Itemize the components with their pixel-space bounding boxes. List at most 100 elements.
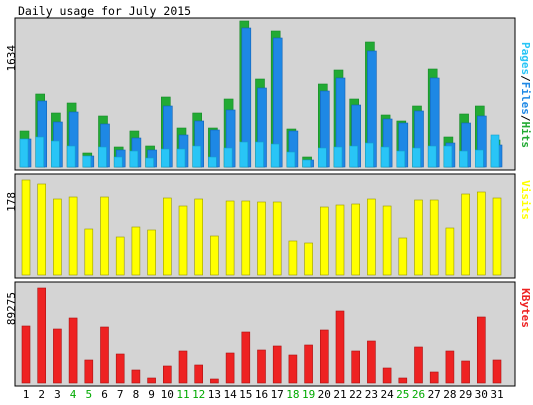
visits-bar-9 [147, 229, 156, 276]
kbytes-bar-2 [37, 287, 47, 384]
day-label-31: 31 [490, 388, 503, 401]
visits-bar-22 [351, 203, 361, 276]
visits-bars [21, 179, 502, 276]
kbytes-bar-24 [382, 367, 392, 384]
visits-bar-15 [241, 200, 251, 276]
pages-bar-2 [35, 136, 45, 168]
visits-axis-label: Visits [519, 180, 532, 220]
visits-bar-12 [194, 198, 203, 276]
visits-bar-13 [210, 235, 219, 276]
kbytes-bar-30 [476, 316, 486, 384]
kbytes-bar-19 [304, 344, 313, 384]
pages-bar-26 [412, 147, 421, 168]
day-label-28: 28 [443, 388, 456, 401]
day-label-20: 20 [318, 388, 331, 401]
visits-bar-8 [131, 226, 141, 276]
day-label-14: 14 [223, 388, 237, 401]
visits-bar-20 [319, 206, 329, 276]
visits-bar-26 [414, 199, 423, 276]
pages-bar-19 [302, 159, 311, 168]
visits-bar-25 [398, 237, 408, 276]
day-label-12: 12 [192, 388, 205, 401]
kbytes-bar-7 [115, 353, 125, 384]
pages-bar-25 [396, 150, 406, 168]
kbytes-bar-28 [445, 350, 455, 384]
kbytes-bar-26 [414, 346, 423, 384]
kbytes-bar-25 [398, 377, 408, 384]
pages-bar-31 [490, 134, 500, 168]
visits-bar-18 [288, 240, 298, 276]
day-label-23: 23 [365, 388, 378, 401]
pages-bar-21 [333, 146, 343, 168]
kbytes-bar-6 [100, 326, 109, 384]
kbytes-bar-29 [461, 360, 470, 384]
visits-bar-11 [178, 205, 188, 276]
visits-bar-6 [100, 196, 109, 276]
pages-bar-12 [192, 145, 201, 168]
day-label-16: 16 [255, 388, 268, 401]
pages-bar-16 [255, 141, 264, 168]
pages-bar-18 [286, 151, 296, 168]
kbytes-bar-12 [194, 364, 203, 384]
pages-bar-5 [82, 155, 92, 168]
hits-bars [19, 20, 503, 168]
kbytes-bar-18 [288, 354, 298, 384]
kbytes-bar-13 [210, 378, 219, 384]
pages-bar-17 [270, 143, 280, 168]
visits-bar-2 [37, 183, 47, 276]
kbytes-bar-5 [84, 359, 94, 384]
kbytes-max-label: 89275 [5, 292, 18, 325]
kbytes-bar-17 [272, 345, 282, 384]
day-label-22: 22 [349, 388, 362, 401]
day-label-2: 2 [38, 388, 45, 401]
day-label-15: 15 [239, 388, 252, 401]
kbytes-axis-label: KBytes [519, 288, 532, 328]
pages-bar-9 [145, 157, 154, 168]
hits-axis-label: Pages/Files/Hits [519, 42, 532, 148]
visits-bar-27 [429, 199, 439, 276]
pages-bar-14 [223, 147, 233, 168]
day-labels: 1 2 3 4 5 6 7 8 9 10 11 12 13 14 15 16 17 18 19 20 21 22 23 24 2… [23, 388, 504, 401]
pages-bar-23 [365, 142, 374, 168]
day-label-30: 30 [475, 388, 488, 401]
kbytes-bar-9 [147, 377, 156, 384]
pages-bar-30 [474, 149, 484, 168]
pages-bar-10 [161, 148, 170, 168]
kbytes-bars [21, 287, 502, 384]
day-label-24: 24 [380, 388, 394, 401]
pages-bar-8 [129, 150, 139, 168]
day-label-25: 25 [396, 388, 409, 401]
pages-bar-24 [380, 146, 390, 168]
visits-bar-3 [53, 198, 62, 276]
pages-bar-27 [427, 145, 437, 168]
visits-bar-5 [84, 228, 94, 276]
visits-bar-7 [115, 236, 125, 276]
pages-bar-6 [98, 146, 107, 168]
chart-title: Daily usage for July 2015 [18, 4, 191, 18]
kbytes-bar-22 [351, 350, 361, 384]
visits-bar-30 [476, 191, 486, 276]
day-label-26: 26 [412, 388, 425, 401]
day-label-5: 5 [85, 388, 92, 401]
pages-bar-1 [19, 138, 29, 168]
day-label-29: 29 [459, 388, 472, 401]
day-label-1: 1 [23, 388, 30, 401]
kbytes-bar-11 [178, 350, 188, 384]
visits-bar-23 [367, 198, 376, 276]
pages-bar-20 [317, 147, 327, 168]
hits-max-label: 1634 [5, 45, 18, 72]
hits-label: Hits [519, 122, 532, 149]
day-label-10: 10 [161, 388, 174, 401]
kbytes-bar-21 [335, 310, 345, 384]
visits-bar-28 [445, 227, 455, 276]
kbytes-bar-4 [68, 317, 78, 384]
files-label: Files [519, 82, 532, 115]
pages-bar-15 [239, 141, 249, 168]
kbytes-bar-23 [367, 340, 376, 384]
day-label-9: 9 [148, 388, 155, 401]
visits-max-label: 178 [5, 192, 18, 212]
day-label-13: 13 [208, 388, 221, 401]
visits-bar-19 [304, 242, 313, 276]
kbytes-bar-31 [492, 359, 502, 384]
visits-bar-21 [335, 204, 345, 276]
